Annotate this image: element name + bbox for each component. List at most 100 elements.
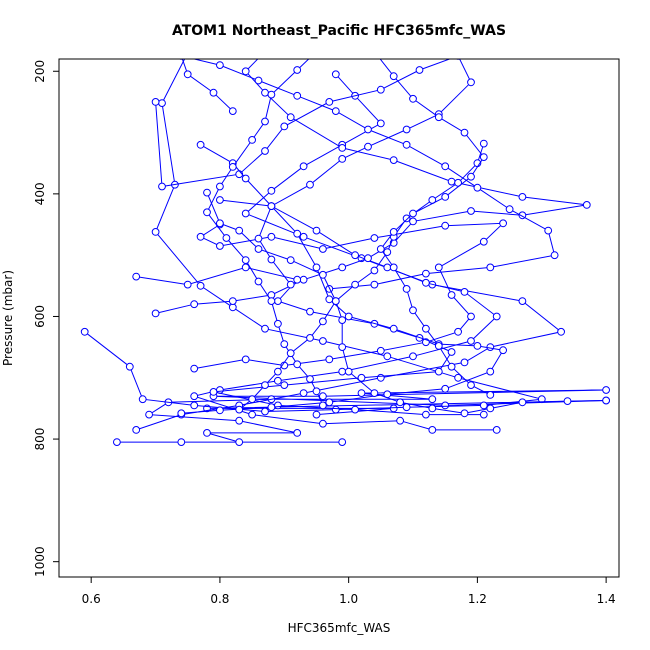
data-point: [267, 186, 276, 195]
data-point: [306, 180, 314, 189]
data-point: [286, 280, 295, 289]
data-point: [80, 327, 89, 336]
data-point: [422, 410, 430, 419]
data-point: [364, 142, 372, 151]
data-point: [331, 107, 340, 115]
data-point: [518, 193, 527, 201]
plot-area: [80, 48, 610, 447]
data-point: [319, 270, 327, 279]
data-point: [505, 205, 514, 214]
data-point: [582, 201, 591, 209]
data-point: [138, 395, 147, 404]
data-point: [261, 381, 269, 390]
y-tick-label: 400: [33, 182, 47, 205]
data-point: [364, 125, 372, 134]
series-10: [178, 59, 559, 293]
data-point: [338, 155, 347, 163]
data-point: [222, 234, 231, 242]
data-point: [479, 139, 488, 148]
series-line: [206, 192, 607, 414]
series-8: [151, 59, 475, 289]
data-point: [196, 232, 205, 241]
data-point: [460, 409, 469, 418]
data-point: [409, 209, 417, 218]
data-point: [544, 226, 553, 235]
series-line: [136, 73, 563, 431]
data-point: [293, 275, 302, 284]
data-point: [602, 386, 610, 394]
data-point: [499, 219, 508, 228]
data-point: [274, 297, 282, 306]
data-point: [467, 207, 475, 215]
data-point: [492, 312, 501, 321]
data-point: [331, 297, 340, 306]
data-point: [313, 48, 320, 55]
data-point: [190, 364, 199, 373]
data-point: [486, 367, 495, 376]
data-point: [331, 70, 340, 79]
data-point: [235, 416, 244, 425]
data-point: [389, 404, 398, 413]
data-point: [312, 263, 321, 272]
y-axis-label: Pressure (mbar): [1, 270, 15, 366]
data-point: [409, 217, 417, 226]
data-point: [241, 67, 250, 76]
data-point: [338, 367, 347, 376]
x-tick-label: 0.8: [210, 592, 229, 606]
data-point: [467, 337, 475, 345]
data-point: [518, 398, 527, 407]
data-point: [454, 373, 463, 382]
data-point: [274, 319, 282, 328]
data-point: [338, 144, 347, 152]
data-point: [389, 228, 398, 236]
data-point: [428, 395, 437, 404]
data-point: [125, 362, 134, 371]
data-point: [376, 245, 385, 253]
data-point: [409, 352, 417, 361]
data-point: [267, 403, 276, 412]
data-point: [312, 410, 321, 419]
data-point: [486, 391, 495, 399]
data-point: [383, 352, 392, 361]
data-point: [203, 188, 211, 197]
data-point: [216, 242, 224, 250]
data-point: [441, 162, 450, 171]
y-tick-label: 1000: [33, 546, 47, 577]
data-point: [455, 59, 461, 60]
series-5: [151, 59, 591, 318]
data-point: [319, 245, 327, 253]
data-point: [537, 395, 546, 404]
data-point: [286, 113, 295, 122]
data-point: [344, 312, 353, 321]
data-point: [422, 324, 430, 333]
data-point: [319, 401, 327, 410]
data-point: [415, 66, 424, 74]
data-point: [447, 291, 456, 299]
data-point: [216, 219, 224, 228]
data-point: [447, 362, 456, 371]
data-point: [261, 147, 269, 155]
data-point: [190, 401, 199, 410]
chart-title: ATOM1 Northeast_Pacific HFC365mfc_WAS: [172, 23, 506, 39]
data-point: [447, 177, 456, 186]
data-point: [402, 403, 411, 412]
data-point: [274, 401, 282, 410]
data-point: [402, 125, 411, 134]
data-point: [434, 342, 443, 350]
data-point: [486, 263, 495, 272]
data-point: [486, 404, 495, 413]
data-point: [190, 300, 199, 309]
series-4: [190, 196, 501, 434]
y-tick-label: 800: [33, 428, 47, 451]
data-point: [209, 88, 218, 97]
data-point: [357, 373, 366, 382]
data-point: [325, 398, 334, 407]
data-point: [441, 384, 450, 393]
data-point: [344, 367, 353, 376]
data-point: [113, 438, 121, 447]
data-point: [299, 275, 308, 284]
data-point: [132, 426, 141, 434]
data-point: [460, 358, 469, 367]
data-point: [267, 297, 276, 306]
